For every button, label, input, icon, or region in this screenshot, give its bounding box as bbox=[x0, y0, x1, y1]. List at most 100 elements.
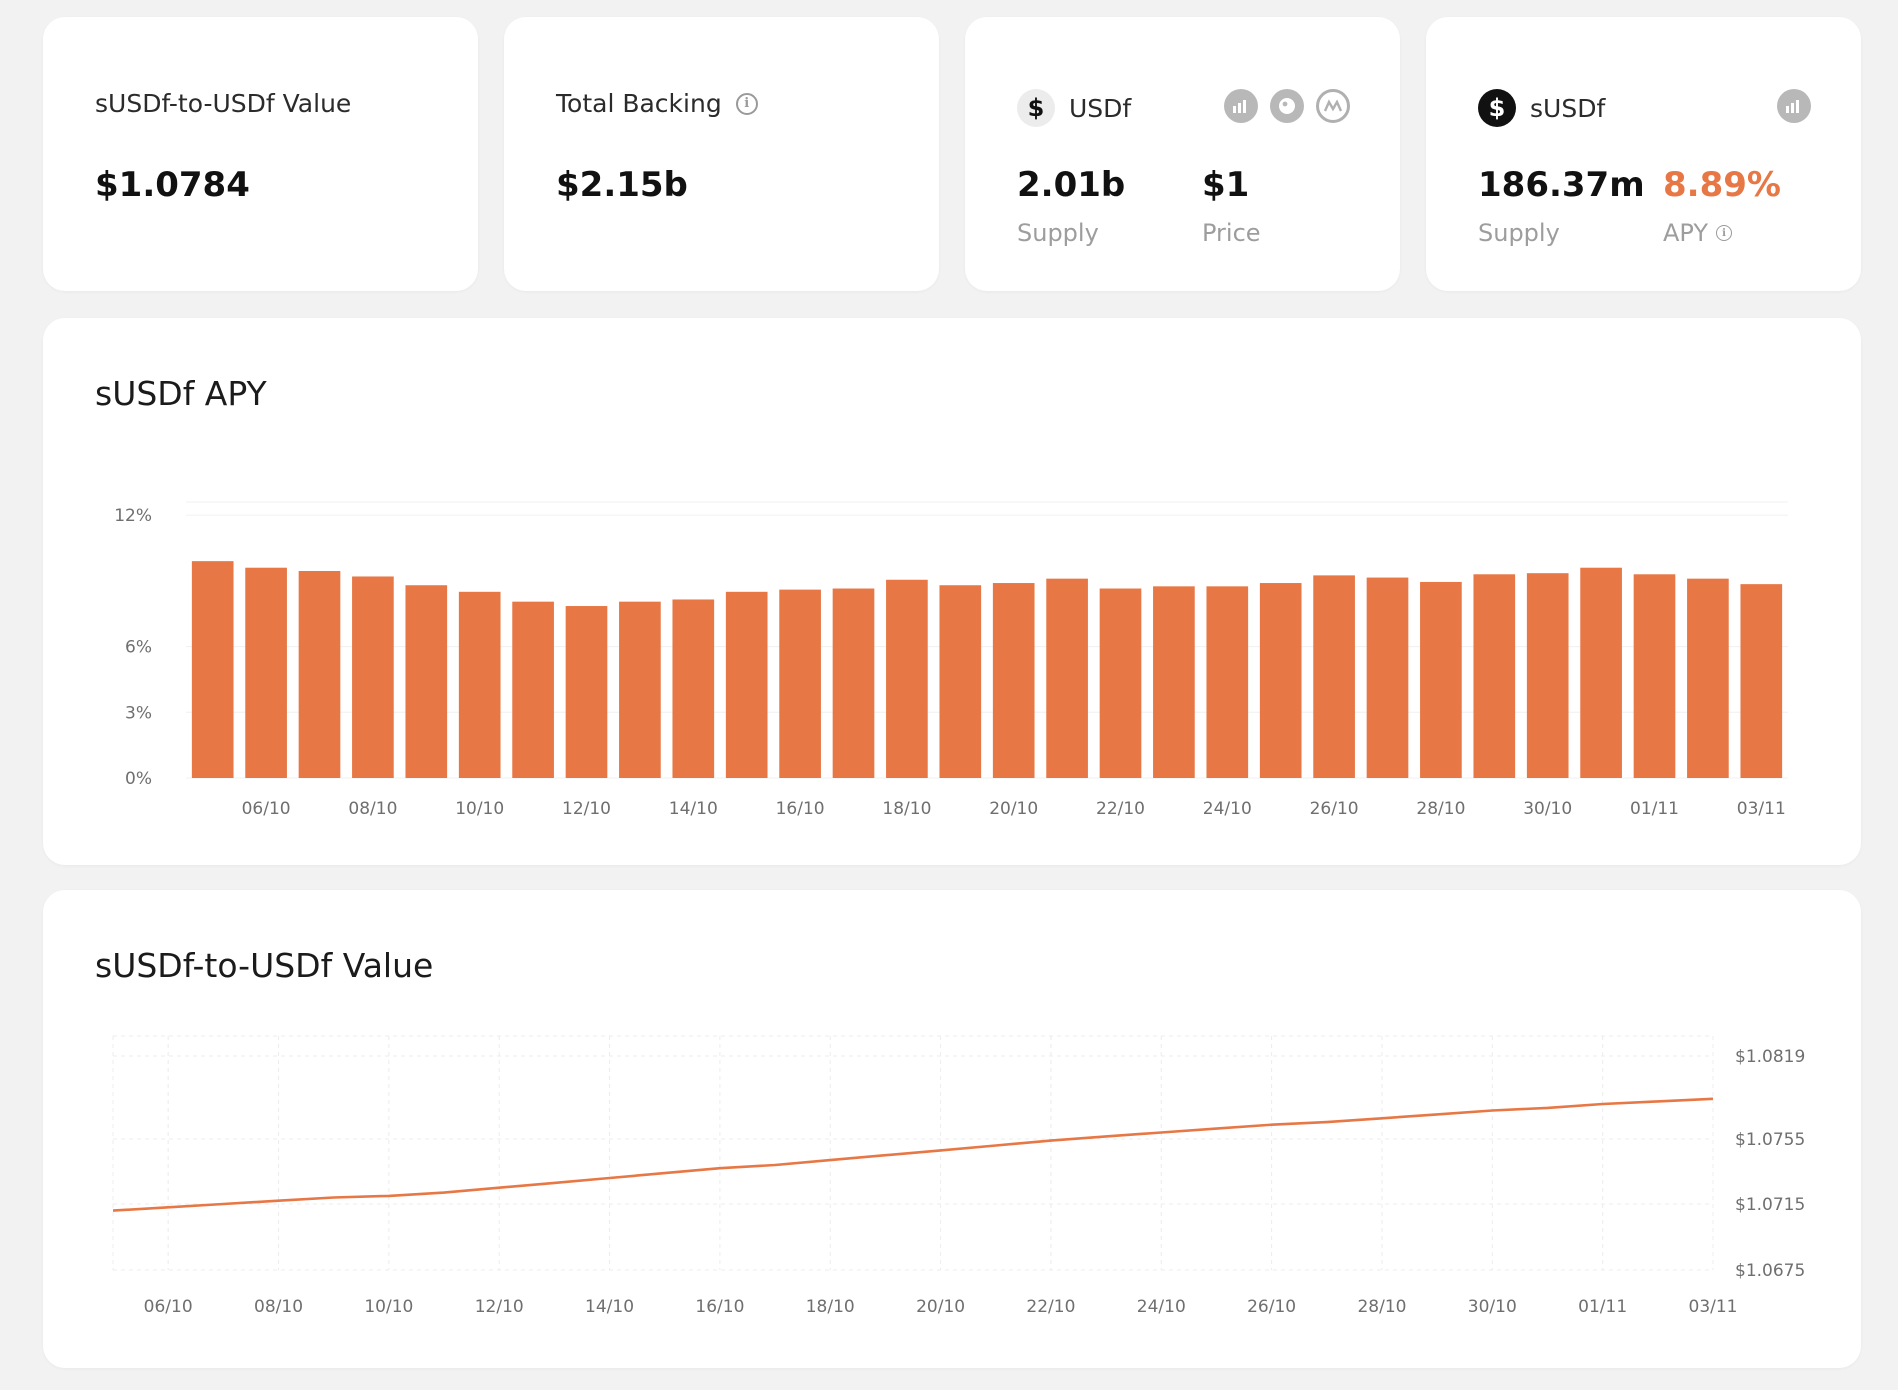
x-tick-label: 10/10 bbox=[364, 1297, 413, 1317]
bar bbox=[1366, 577, 1409, 778]
coinmarketcap-icon[interactable] bbox=[1316, 89, 1350, 123]
x-tick-label: 06/10 bbox=[144, 1297, 193, 1317]
bar bbox=[1099, 588, 1142, 778]
bar bbox=[458, 591, 501, 778]
bar bbox=[1473, 574, 1516, 778]
x-tick-label: 16/10 bbox=[695, 1297, 744, 1317]
bar bbox=[405, 585, 448, 778]
bar bbox=[619, 601, 661, 778]
susdf-supply-label: Supply bbox=[1478, 219, 1560, 247]
apy-bar-chart: 0% 3% 6% 12% 06/10 08/10 10/10 12/10 14/10 16/10 1… bbox=[114, 501, 1788, 819]
bar bbox=[939, 585, 982, 778]
y-tick-label: $1.0819 bbox=[1735, 1047, 1805, 1067]
x-tick-label: 22/10 bbox=[1096, 799, 1145, 819]
usdf-supply-label: Supply bbox=[1017, 219, 1099, 247]
bar bbox=[352, 576, 394, 778]
x-tick-label: 08/10 bbox=[348, 799, 397, 819]
coingecko-icon[interactable] bbox=[1270, 89, 1304, 123]
defillama-icon[interactable] bbox=[1777, 89, 1811, 123]
x-tick-label: 22/10 bbox=[1026, 1297, 1075, 1317]
usdf-token-card: $ USDf 2.01b Supply $1 Price bbox=[965, 17, 1400, 291]
x-tick-label: 30/10 bbox=[1468, 1297, 1517, 1317]
bar bbox=[1046, 578, 1088, 778]
x-tick-label: 28/10 bbox=[1357, 1297, 1406, 1317]
x-tick-label: 14/10 bbox=[585, 1297, 634, 1317]
apy-chart-title: sUSDf APY bbox=[95, 374, 267, 413]
usdf-supply-value: 2.01b bbox=[1017, 165, 1126, 205]
info-icon[interactable]: i bbox=[735, 92, 758, 115]
x-tick-label: 12/10 bbox=[562, 799, 611, 819]
x-tick-label: 03/11 bbox=[1689, 1297, 1738, 1317]
x-tick-label: 03/11 bbox=[1737, 799, 1786, 819]
info-icon[interactable]: i bbox=[1716, 225, 1733, 241]
bar bbox=[1580, 567, 1622, 778]
bar bbox=[1633, 574, 1676, 778]
y-tick-label: $1.0715 bbox=[1735, 1195, 1805, 1215]
x-tick-label: 10/10 bbox=[455, 799, 504, 819]
x-tick-label: 20/10 bbox=[916, 1297, 965, 1317]
susdf-apy-metric: 8.89% APY i bbox=[1663, 165, 1781, 247]
x-tick-label: 30/10 bbox=[1523, 799, 1572, 819]
bar bbox=[565, 606, 608, 778]
x-tick-label: 12/10 bbox=[475, 1297, 524, 1317]
usdf-logo-icon: $ bbox=[1017, 89, 1055, 127]
x-tick-label: 16/10 bbox=[776, 799, 825, 819]
bar bbox=[191, 561, 234, 778]
bar bbox=[725, 591, 768, 778]
y-tick-label: 12% bbox=[114, 506, 152, 526]
usdf-external-links bbox=[1224, 89, 1350, 123]
susdf-apy-value: 8.89% bbox=[1663, 165, 1781, 205]
usdf-price-metric: $1 Price bbox=[1202, 165, 1261, 247]
usdf-price-value: $1 bbox=[1202, 165, 1250, 205]
apy-chart-card: sUSDf APY 0% 3% 6% 12% 06/10 08/10 10/10 12/10 1… bbox=[43, 318, 1861, 865]
y-tick-label: 3% bbox=[125, 703, 152, 723]
defillama-icon[interactable] bbox=[1224, 89, 1258, 123]
susdf-logo-icon: $ bbox=[1478, 89, 1516, 127]
x-tick-label: 28/10 bbox=[1416, 799, 1465, 819]
x-tick-label: 01/11 bbox=[1578, 1297, 1627, 1317]
x-tick-label: 14/10 bbox=[669, 799, 718, 819]
x-tick-label: 24/10 bbox=[1203, 799, 1252, 819]
y-tick-label: 6% bbox=[125, 638, 152, 658]
x-tick-label: 06/10 bbox=[242, 799, 291, 819]
bar bbox=[1740, 584, 1783, 778]
susdf-apy-label: APY bbox=[1663, 219, 1709, 247]
bar bbox=[1526, 573, 1569, 778]
bar bbox=[992, 583, 1035, 778]
value-chart-card: sUSDf-to-USDf Value 06/10 08/10 10/10 12/10… bbox=[43, 890, 1861, 1368]
y-tick-label: $1.0675 bbox=[1735, 1261, 1805, 1281]
backing-stat-label: Total Backing bbox=[556, 89, 722, 118]
value-stat-card: sUSDf-to-USDf Value $1.0784 bbox=[43, 17, 478, 291]
x-tick-label: 26/10 bbox=[1310, 799, 1359, 819]
bar bbox=[1153, 586, 1195, 778]
susdf-supply-value: 186.37m bbox=[1478, 165, 1645, 205]
bar bbox=[512, 601, 554, 778]
value-chart-title: sUSDf-to-USDf Value bbox=[95, 946, 434, 985]
y-tick-label: $1.0755 bbox=[1735, 1130, 1805, 1150]
x-tick-label: 26/10 bbox=[1247, 1297, 1296, 1317]
x-tick-label: 01/11 bbox=[1630, 799, 1679, 819]
susdf-supply-metric: 186.37m Supply bbox=[1478, 165, 1645, 247]
value-stat-value: $1.0784 bbox=[95, 165, 250, 205]
bar bbox=[1313, 575, 1355, 778]
x-tick-label: 08/10 bbox=[254, 1297, 303, 1317]
bar bbox=[886, 579, 928, 778]
susdf-token-name: sUSDf bbox=[1530, 93, 1606, 123]
bar bbox=[1420, 581, 1462, 778]
value-line-chart: 06/10 08/10 10/10 12/10 14/10 16/10 18/10 20/10… bbox=[112, 1035, 1805, 1317]
bar bbox=[1259, 583, 1302, 778]
x-tick-label: 18/10 bbox=[806, 1297, 855, 1317]
bar bbox=[298, 571, 341, 778]
bar bbox=[832, 588, 875, 778]
backing-stat-value: $2.15b bbox=[556, 165, 688, 205]
usdf-price-label: Price bbox=[1202, 219, 1261, 247]
usdf-supply-metric: 2.01b Supply bbox=[1017, 165, 1125, 247]
x-tick-label: 20/10 bbox=[989, 799, 1038, 819]
susdf-apy-label-row: APY i bbox=[1663, 219, 1781, 247]
susdf-token-header: $ sUSDf bbox=[1478, 89, 1605, 127]
value-stat-label: sUSDf-to-USDf Value bbox=[95, 89, 352, 118]
backing-stat-header: Total Backing i bbox=[556, 89, 758, 118]
x-tick-label: 18/10 bbox=[882, 799, 931, 819]
y-tick-label: 0% bbox=[125, 769, 152, 789]
susdf-token-card: $ sUSDf 186.37m Supply 8.89% APY i bbox=[1426, 17, 1861, 291]
